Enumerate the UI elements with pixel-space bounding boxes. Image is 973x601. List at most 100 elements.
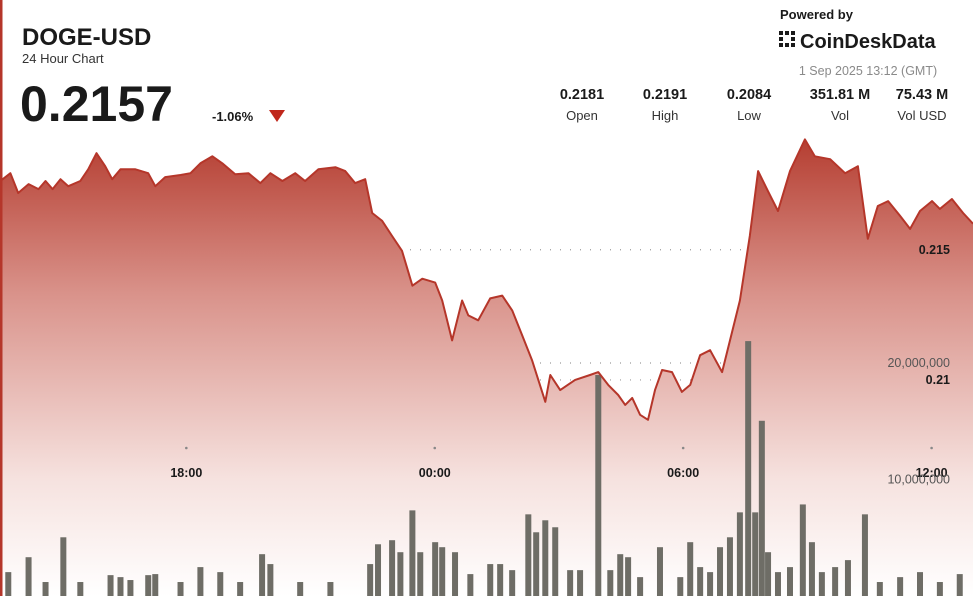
volume-bar bbox=[745, 341, 752, 596]
volume-bar bbox=[152, 574, 159, 596]
brand-name: CoinDeskData bbox=[800, 31, 936, 53]
chart-subtitle: 24 Hour Chart bbox=[22, 51, 104, 66]
volume-bar bbox=[818, 572, 825, 596]
volume-bar bbox=[439, 547, 446, 596]
volume-bar bbox=[758, 420, 765, 596]
volume-bar bbox=[297, 582, 304, 596]
volume-bar bbox=[487, 564, 494, 596]
stat-label: High bbox=[652, 108, 679, 123]
price-line bbox=[0, 138, 973, 421]
volume-bar bbox=[844, 560, 851, 596]
x-tick-label: 00:00 bbox=[419, 466, 451, 480]
volume-bar bbox=[717, 547, 724, 596]
volume-bar bbox=[607, 570, 614, 596]
x-tick-label: 18:00 bbox=[170, 466, 202, 480]
volume-bar bbox=[42, 582, 49, 596]
volume-bar bbox=[217, 572, 224, 596]
stat-label: Vol USD bbox=[897, 108, 946, 123]
volume-bar bbox=[567, 570, 574, 596]
x-tick-mark bbox=[185, 446, 188, 450]
volume-bar bbox=[237, 582, 244, 596]
volume-bar bbox=[697, 567, 704, 596]
x-tick-mark bbox=[681, 446, 685, 450]
y-tick-label: 0.215 bbox=[919, 243, 950, 257]
left-accent bbox=[0, 0, 3, 596]
chart-title: DOGE-USD bbox=[22, 24, 151, 51]
x-tick-mark bbox=[930, 446, 933, 450]
volume-bar bbox=[397, 552, 404, 596]
x-tick-label: 12:00 bbox=[916, 466, 948, 480]
volume-bar bbox=[525, 514, 532, 596]
plot-area: 18:00 00:00 06:00 12:00 0.21 0.215 10,000,000 2… bbox=[0, 138, 973, 596]
stat-value: 0.2084 bbox=[727, 87, 771, 103]
volume-bar bbox=[497, 564, 504, 596]
y2-tick-label: 10,000,000 bbox=[887, 473, 950, 487]
x-tick-mark bbox=[433, 446, 437, 450]
volume-bar bbox=[936, 582, 943, 596]
volume-bar bbox=[5, 572, 12, 596]
brand-icon bbox=[779, 31, 795, 47]
volume-bar bbox=[637, 577, 644, 596]
volume-bar bbox=[375, 544, 382, 596]
y-tick-label: 0.21 bbox=[926, 373, 950, 387]
current-price: 0.2157 bbox=[20, 76, 173, 132]
volume-bar bbox=[656, 547, 663, 596]
volume-bar bbox=[617, 554, 624, 596]
volume-bar bbox=[752, 512, 759, 596]
volume-bar bbox=[876, 582, 883, 596]
volume-bar bbox=[595, 374, 602, 596]
volume-bar bbox=[861, 514, 868, 596]
volume-bar bbox=[956, 574, 963, 596]
volume-bar bbox=[687, 542, 694, 596]
volume-bar bbox=[726, 537, 733, 596]
axis-labels: 18:00 00:00 06:00 12:00 0.21 0.215 10,000,000 2… bbox=[170, 243, 950, 487]
volume-bar bbox=[259, 554, 266, 596]
volume-bar bbox=[197, 567, 204, 596]
volume-bar bbox=[467, 574, 474, 596]
volume-bar bbox=[177, 582, 184, 596]
volume-bar bbox=[542, 520, 549, 596]
stats: 0.2181 Open 0.2191 High 0.2084 Low 351.81 M Vol… bbox=[560, 87, 948, 123]
volume-bar bbox=[625, 557, 632, 596]
volume-bar bbox=[452, 552, 459, 596]
volume-bar bbox=[677, 577, 684, 596]
volume-bar bbox=[107, 575, 114, 596]
stat-value: 351.81 M bbox=[810, 87, 870, 103]
volume-bar bbox=[77, 582, 84, 596]
line-layer bbox=[0, 138, 973, 421]
volume-bar bbox=[389, 540, 396, 596]
area-layer bbox=[0, 139, 973, 596]
volume-bar bbox=[808, 542, 815, 596]
stat-label: Vol bbox=[831, 108, 849, 123]
x-tick-label: 06:00 bbox=[667, 466, 699, 480]
volume-bar bbox=[60, 537, 67, 596]
stat-value: 75.43 M bbox=[896, 87, 948, 103]
price-change: -1.06% bbox=[212, 109, 254, 124]
volume-bar bbox=[917, 572, 924, 596]
volume-bar bbox=[786, 567, 793, 596]
volume-bar bbox=[774, 572, 781, 596]
volume-layer bbox=[5, 341, 963, 596]
stat-label: Low bbox=[737, 108, 761, 123]
volume-bar bbox=[127, 580, 134, 596]
timestamp: 1 Sep 2025 13:12 (GMT) bbox=[799, 64, 937, 78]
volume-bar bbox=[897, 577, 904, 596]
volume-bar bbox=[409, 510, 416, 596]
volume-bar bbox=[832, 567, 839, 596]
volume-bar bbox=[765, 552, 772, 596]
volume-bar bbox=[327, 582, 334, 596]
volume-bar bbox=[577, 570, 584, 596]
volume-bar bbox=[552, 527, 559, 596]
volume-bar bbox=[799, 504, 806, 596]
stat-label: Open bbox=[566, 108, 598, 123]
volume-bar bbox=[509, 570, 516, 596]
price-area bbox=[0, 139, 973, 596]
volume-bar bbox=[707, 572, 714, 596]
volume-bar bbox=[417, 552, 424, 596]
stat-value: 0.2191 bbox=[643, 87, 687, 103]
down-arrow bbox=[269, 110, 285, 122]
powered-by: Powered by bbox=[780, 7, 854, 22]
volume-bar bbox=[117, 577, 124, 596]
y2-tick-label: 20,000,000 bbox=[887, 356, 950, 370]
